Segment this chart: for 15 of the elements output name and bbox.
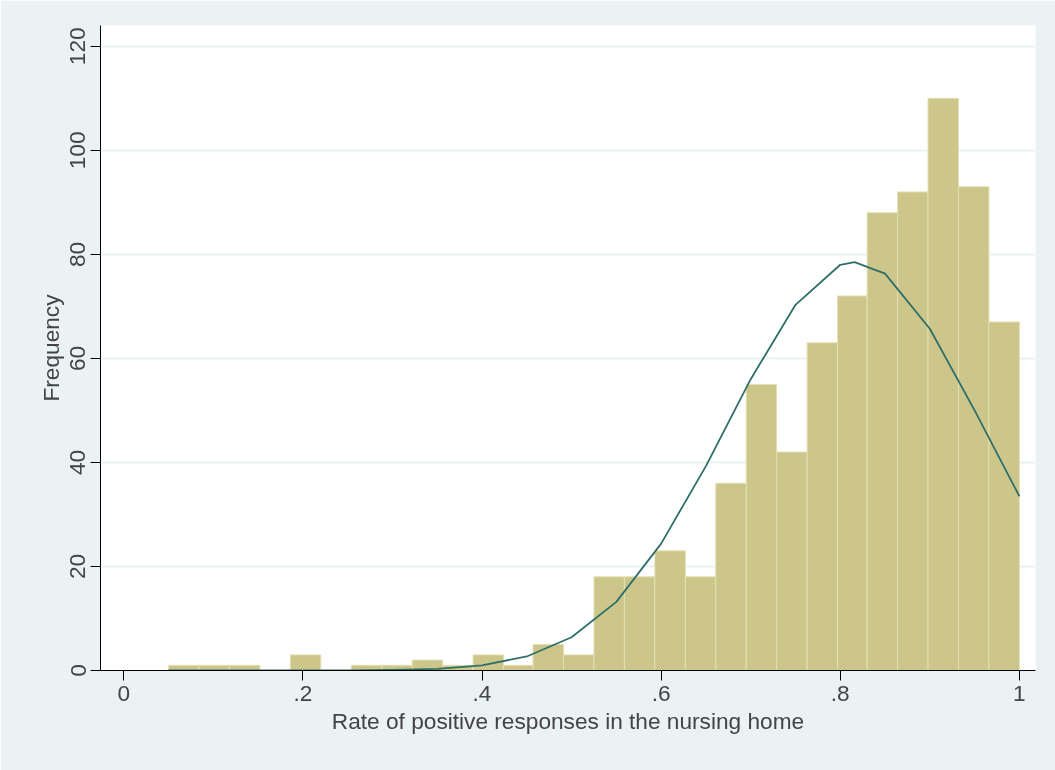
x-tick-label: .2 xyxy=(293,679,313,706)
y-tick-label: 0 xyxy=(64,664,91,677)
x-tick-label: 1 xyxy=(1013,679,1026,706)
y-tick-label: 60 xyxy=(64,345,91,371)
y-tick-label: 100 xyxy=(64,131,91,170)
y-tick-label: 20 xyxy=(64,553,91,580)
y-tick-label: 120 xyxy=(64,27,91,66)
x-axis-title: Rate of positive responses in the nursing home xyxy=(331,707,805,734)
y-tick-label: 80 xyxy=(64,241,91,267)
x-tick-label: .8 xyxy=(830,679,850,706)
x-tick-label: .6 xyxy=(651,679,671,706)
x-tick-label: 0 xyxy=(117,679,131,706)
x-tick-label: .4 xyxy=(472,679,492,706)
y-tick-label: 40 xyxy=(64,449,91,476)
y-axis-title: Frequency xyxy=(37,293,64,402)
